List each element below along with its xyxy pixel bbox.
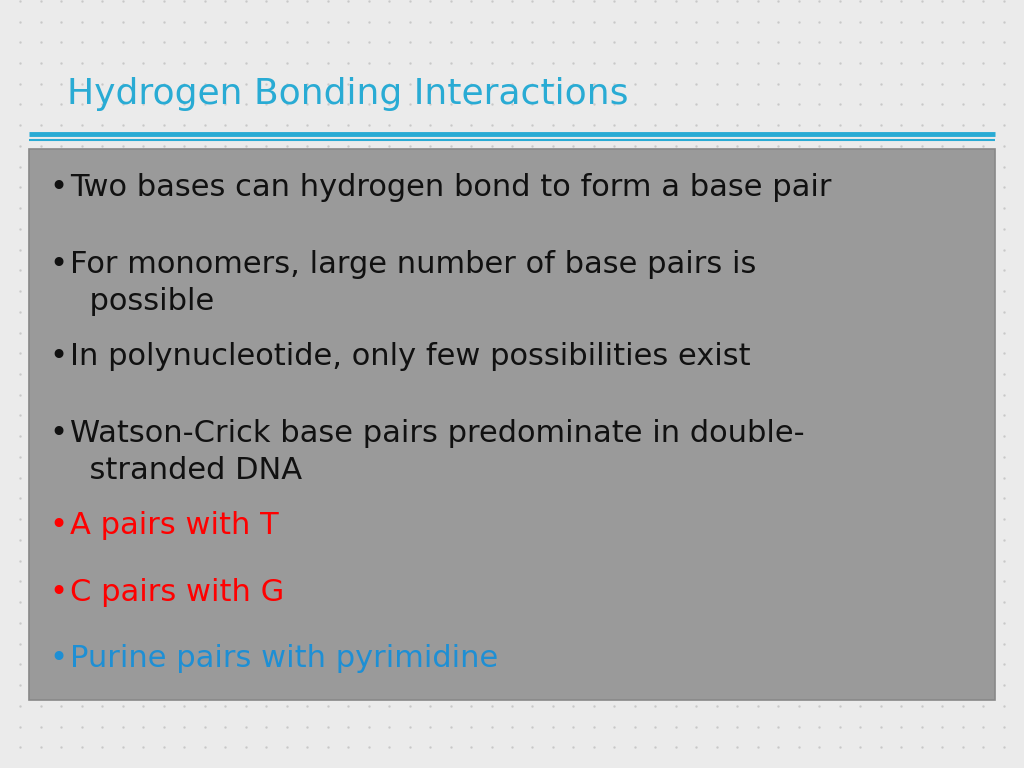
Text: Hydrogen Bonding Interactions: Hydrogen Bonding Interactions xyxy=(67,77,628,111)
Text: •: • xyxy=(49,342,68,371)
Text: Purine pairs with pyrimidine: Purine pairs with pyrimidine xyxy=(70,644,498,673)
Text: For monomers, large number of base pairs is
  possible: For monomers, large number of base pairs… xyxy=(70,250,756,316)
Text: A pairs with T: A pairs with T xyxy=(70,511,279,540)
Text: In polynucleotide, only few possibilities exist: In polynucleotide, only few possibilitie… xyxy=(70,342,751,371)
FancyBboxPatch shape xyxy=(29,149,995,700)
Text: •: • xyxy=(49,644,68,673)
Text: •: • xyxy=(49,173,68,202)
Text: C pairs with G: C pairs with G xyxy=(70,578,284,607)
Text: Two bases can hydrogen bond to form a base pair: Two bases can hydrogen bond to form a ba… xyxy=(70,173,831,202)
Text: •: • xyxy=(49,578,68,607)
Text: Watson-Crick base pairs predominate in double-
  stranded DNA: Watson-Crick base pairs predominate in d… xyxy=(70,419,804,485)
Text: •: • xyxy=(49,419,68,448)
Text: •: • xyxy=(49,511,68,540)
Text: •: • xyxy=(49,250,68,279)
